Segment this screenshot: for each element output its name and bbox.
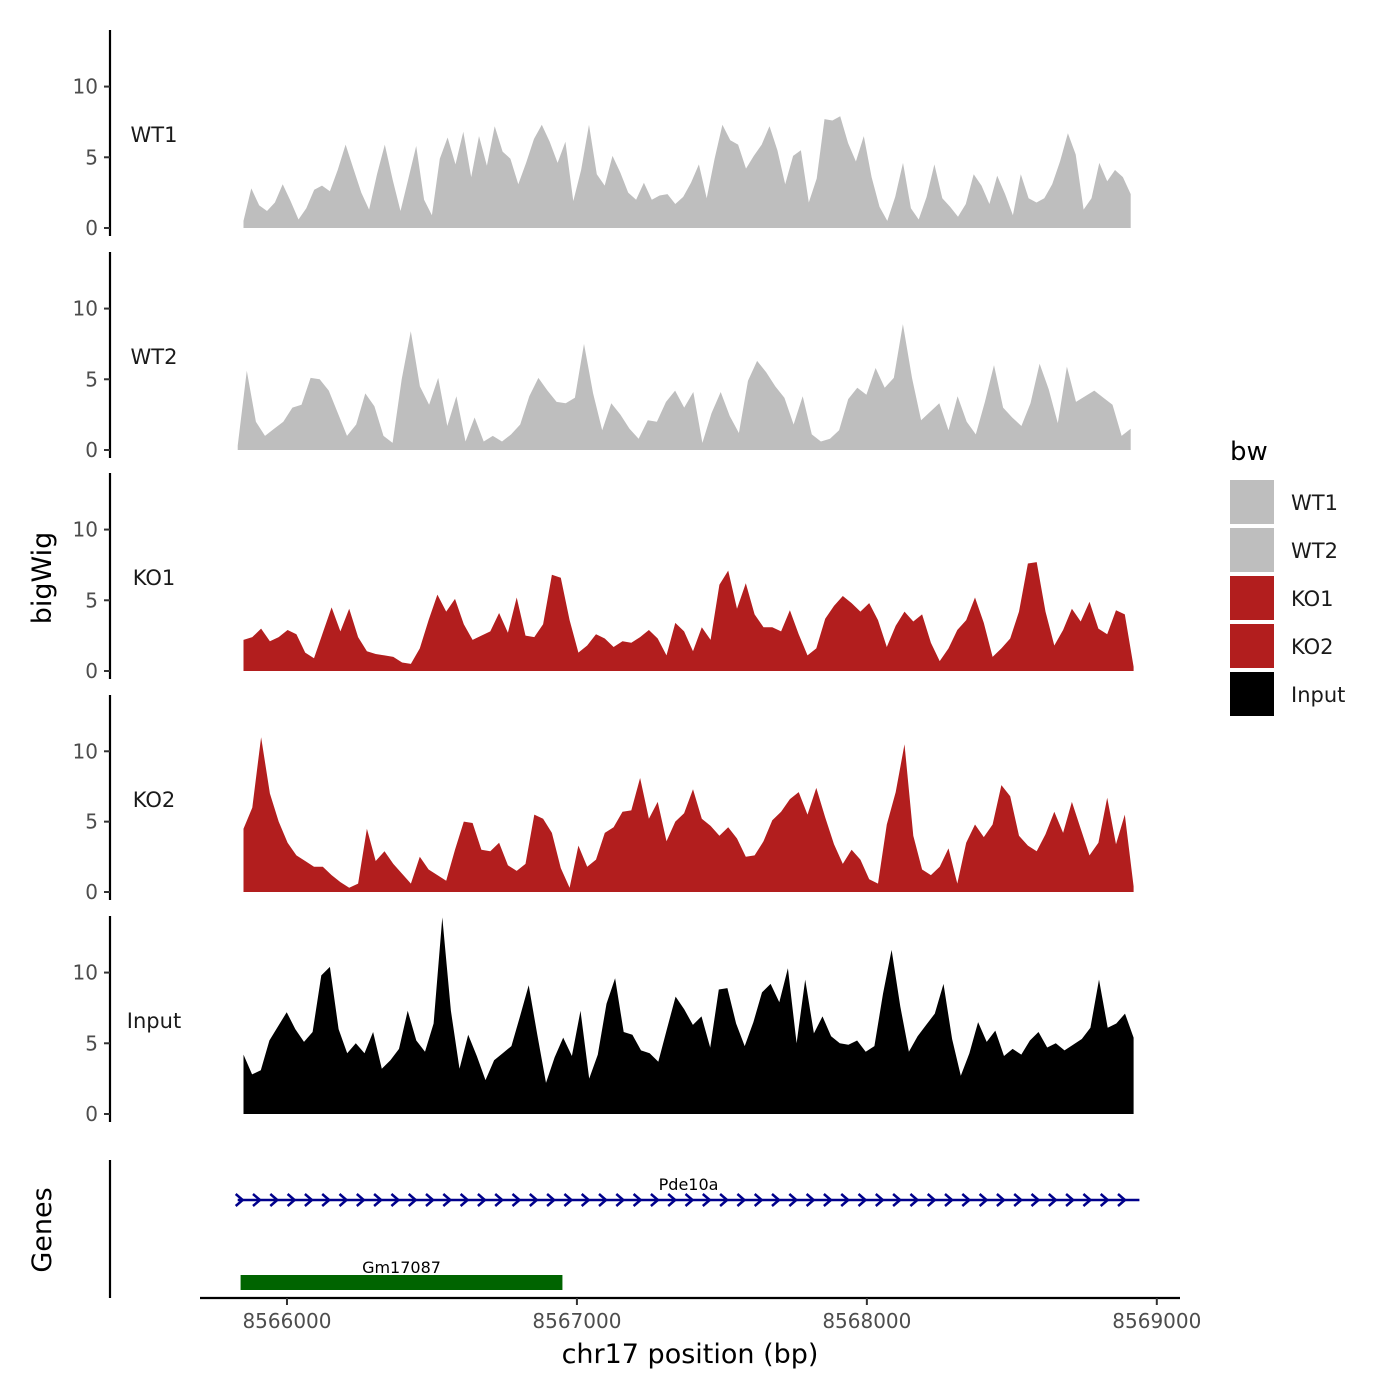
legend-item-ko2: KO2 (1230, 624, 1334, 668)
gene-label: Gm17087 (362, 1258, 441, 1277)
legend-label: WT1 (1291, 491, 1338, 515)
y-tick-label: 0 (85, 438, 98, 462)
x-tick-label: 8569000 (1112, 1309, 1201, 1333)
legend-label: WT2 (1291, 539, 1338, 563)
y-tick-label: 0 (85, 659, 98, 683)
gene-gm17087: Gm17087 (240, 1258, 563, 1290)
x-axis-title: chr17 position (bp) (562, 1339, 819, 1370)
track-label: KO2 (133, 788, 176, 812)
y-tick-label: 10 (73, 961, 98, 985)
legend-label: KO1 (1291, 587, 1334, 611)
coverage-area-wt2 (237, 324, 1131, 450)
tracks-layer: 0 5 10 WT1 0 5 10 WT2 0 5 10 KO1 0 5 10 KO2 0 5 10 Input (73, 30, 1134, 1126)
genes-panel: Genes Pde10a Gm17087 (27, 1160, 1140, 1298)
y-tick-label: 10 (73, 75, 98, 99)
x-axis: chr17 position (bp) 8566000 8567000 856800… (200, 1296, 1201, 1370)
legend-swatch (1230, 576, 1274, 620)
legend-item-ko1: KO1 (1230, 576, 1334, 620)
coverage-area-ko2 (243, 737, 1134, 892)
y-tick-label: 5 (85, 367, 98, 391)
legend: bw WT1 WT2 KO1 KO2 Input (1230, 437, 1345, 716)
y-tick-label: 0 (85, 1102, 98, 1126)
legend-item-wt1: WT1 (1230, 480, 1338, 524)
legend-swatch (1230, 624, 1274, 668)
y-tick-label: 10 (73, 297, 98, 321)
coverage-area-input (243, 917, 1134, 1114)
coverage-area-wt1 (243, 116, 1131, 228)
genes-panel-label: Genes (27, 1187, 58, 1272)
track-label: WT2 (131, 345, 178, 369)
x-tick-label: 8566000 (242, 1309, 331, 1333)
strand-arrows (234, 1193, 1127, 1207)
legend-swatch (1230, 528, 1274, 572)
coverage-area-ko1 (243, 562, 1134, 671)
track-input: 0 5 10 Input (73, 916, 1134, 1126)
y-tick-label: 5 (85, 810, 98, 834)
gene-box (240, 1275, 563, 1290)
legend-item-input: Input (1230, 672, 1345, 716)
gene-pde10a: Pde10a (234, 1175, 1140, 1207)
legend-title: bw (1230, 437, 1268, 467)
y-tick-label: 5 (85, 145, 98, 169)
track-wt1: 0 5 10 WT1 (73, 30, 1131, 240)
track-ko1: 0 5 10 KO1 (73, 473, 1134, 683)
y-tick-label: 10 (73, 518, 98, 542)
legend-swatch (1230, 672, 1274, 716)
track-label: Input (127, 1009, 181, 1033)
gene-label: Pde10a (659, 1175, 719, 1194)
y-tick-label: 0 (85, 216, 98, 240)
legend-label: KO2 (1291, 635, 1334, 659)
track-ko2: 0 5 10 KO2 (73, 695, 1134, 904)
legend-label: Input (1291, 683, 1345, 707)
y-tick-label: 5 (85, 588, 98, 612)
track-label: WT1 (131, 123, 178, 147)
y-axis-title: bigWig (27, 532, 58, 625)
x-tick-label: 8568000 (822, 1309, 911, 1333)
y-tick-label: 10 (73, 739, 98, 763)
track-wt2: 0 5 10 WT2 (73, 252, 1131, 462)
legend-item-wt2: WT2 (1230, 528, 1338, 572)
y-tick-label: 5 (85, 1031, 98, 1055)
track-label: KO1 (133, 566, 176, 590)
x-tick-label: 8567000 (532, 1309, 621, 1333)
y-tick-label: 0 (85, 880, 98, 904)
legend-swatch (1230, 480, 1274, 524)
